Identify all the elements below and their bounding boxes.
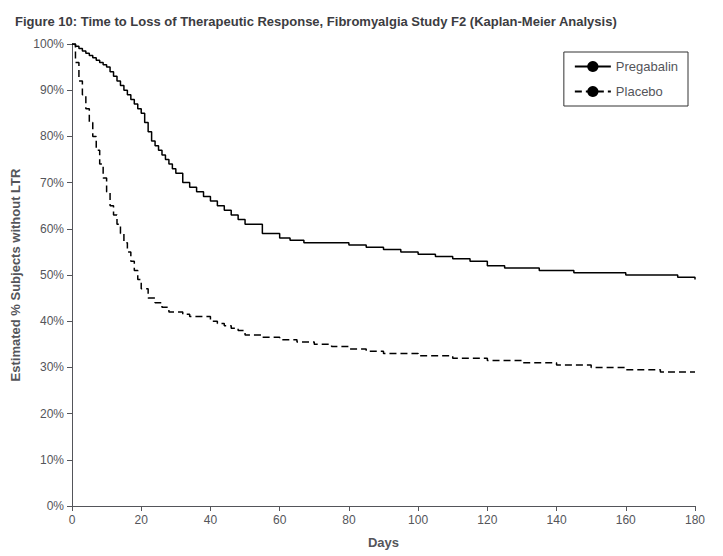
svg-text:Figure 10: Time to Loss of The: Figure 10: Time to Loss of Therapeutic R… bbox=[15, 14, 617, 29]
svg-text:10%: 10% bbox=[40, 453, 64, 467]
svg-text:20%: 20% bbox=[40, 407, 64, 421]
svg-text:40: 40 bbox=[204, 513, 218, 527]
svg-text:70%: 70% bbox=[40, 176, 64, 190]
svg-text:90%: 90% bbox=[40, 83, 64, 97]
svg-text:30%: 30% bbox=[40, 360, 64, 374]
svg-text:180: 180 bbox=[685, 513, 705, 527]
svg-text:80: 80 bbox=[342, 513, 356, 527]
svg-text:50%: 50% bbox=[40, 268, 64, 282]
svg-text:120: 120 bbox=[477, 513, 497, 527]
svg-text:100%: 100% bbox=[33, 37, 64, 51]
svg-text:60: 60 bbox=[273, 513, 287, 527]
svg-text:Placebo: Placebo bbox=[616, 84, 663, 99]
svg-text:0%: 0% bbox=[47, 499, 65, 513]
svg-text:0: 0 bbox=[69, 513, 76, 527]
svg-text:160: 160 bbox=[616, 513, 636, 527]
svg-text:40%: 40% bbox=[40, 314, 64, 328]
svg-text:Days: Days bbox=[368, 535, 399, 550]
svg-text:60%: 60% bbox=[40, 222, 64, 236]
svg-text:20: 20 bbox=[135, 513, 149, 527]
svg-text:Estimated % Subjects without L: Estimated % Subjects without LTR bbox=[8, 168, 23, 381]
svg-text:80%: 80% bbox=[40, 129, 64, 143]
svg-text:100: 100 bbox=[408, 513, 428, 527]
svg-text:140: 140 bbox=[547, 513, 567, 527]
svg-text:Pregabalin: Pregabalin bbox=[616, 59, 678, 74]
